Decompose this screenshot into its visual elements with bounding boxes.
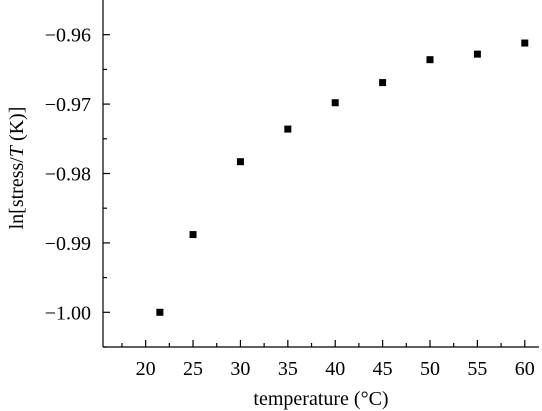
x-tick-label: 20: [136, 358, 156, 380]
data-point: [156, 308, 164, 316]
y-axis-label-suffix: (K)]: [6, 107, 28, 146]
data-point: [521, 39, 529, 47]
x-tick-label: 35: [278, 358, 298, 380]
y-axis-label-italic: T: [6, 144, 28, 157]
data-point: [379, 79, 387, 87]
x-tick-label: 30: [230, 358, 250, 380]
y-tick-label: −0.99: [45, 233, 91, 255]
x-tick-label: 40: [325, 358, 345, 380]
data-points: [156, 39, 529, 316]
x-tick-label: 50: [420, 358, 440, 380]
y-tick-label: −0.97: [45, 94, 91, 116]
x-ticks: 20 25 30 35 40 45 50 55 60: [121, 340, 535, 380]
data-point: [189, 231, 197, 239]
y-tick-label: −0.98: [45, 164, 91, 186]
y-axis-label-prefix: ln[stress/: [6, 157, 28, 230]
x-axis-label: temperature (°C): [253, 388, 388, 410]
y-ticks: −1.00 −0.99 −0.98 −0.97 −0.96: [45, 25, 110, 348]
x-tick-label: 55: [467, 358, 487, 380]
data-point: [473, 50, 481, 58]
data-point: [236, 158, 244, 166]
data-point: [284, 125, 292, 133]
y-tick-label: −0.96: [45, 25, 91, 47]
y-axis-label: ln[stress/T (K)]: [6, 107, 28, 230]
x-tick-label: 60: [515, 358, 535, 380]
data-point: [426, 56, 434, 64]
axes: [102, 0, 539, 348]
x-tick-label: 25: [183, 358, 203, 380]
y-tick-label: −1.00: [45, 302, 91, 324]
x-tick-label: 45: [373, 358, 393, 380]
data-point: [331, 99, 339, 107]
